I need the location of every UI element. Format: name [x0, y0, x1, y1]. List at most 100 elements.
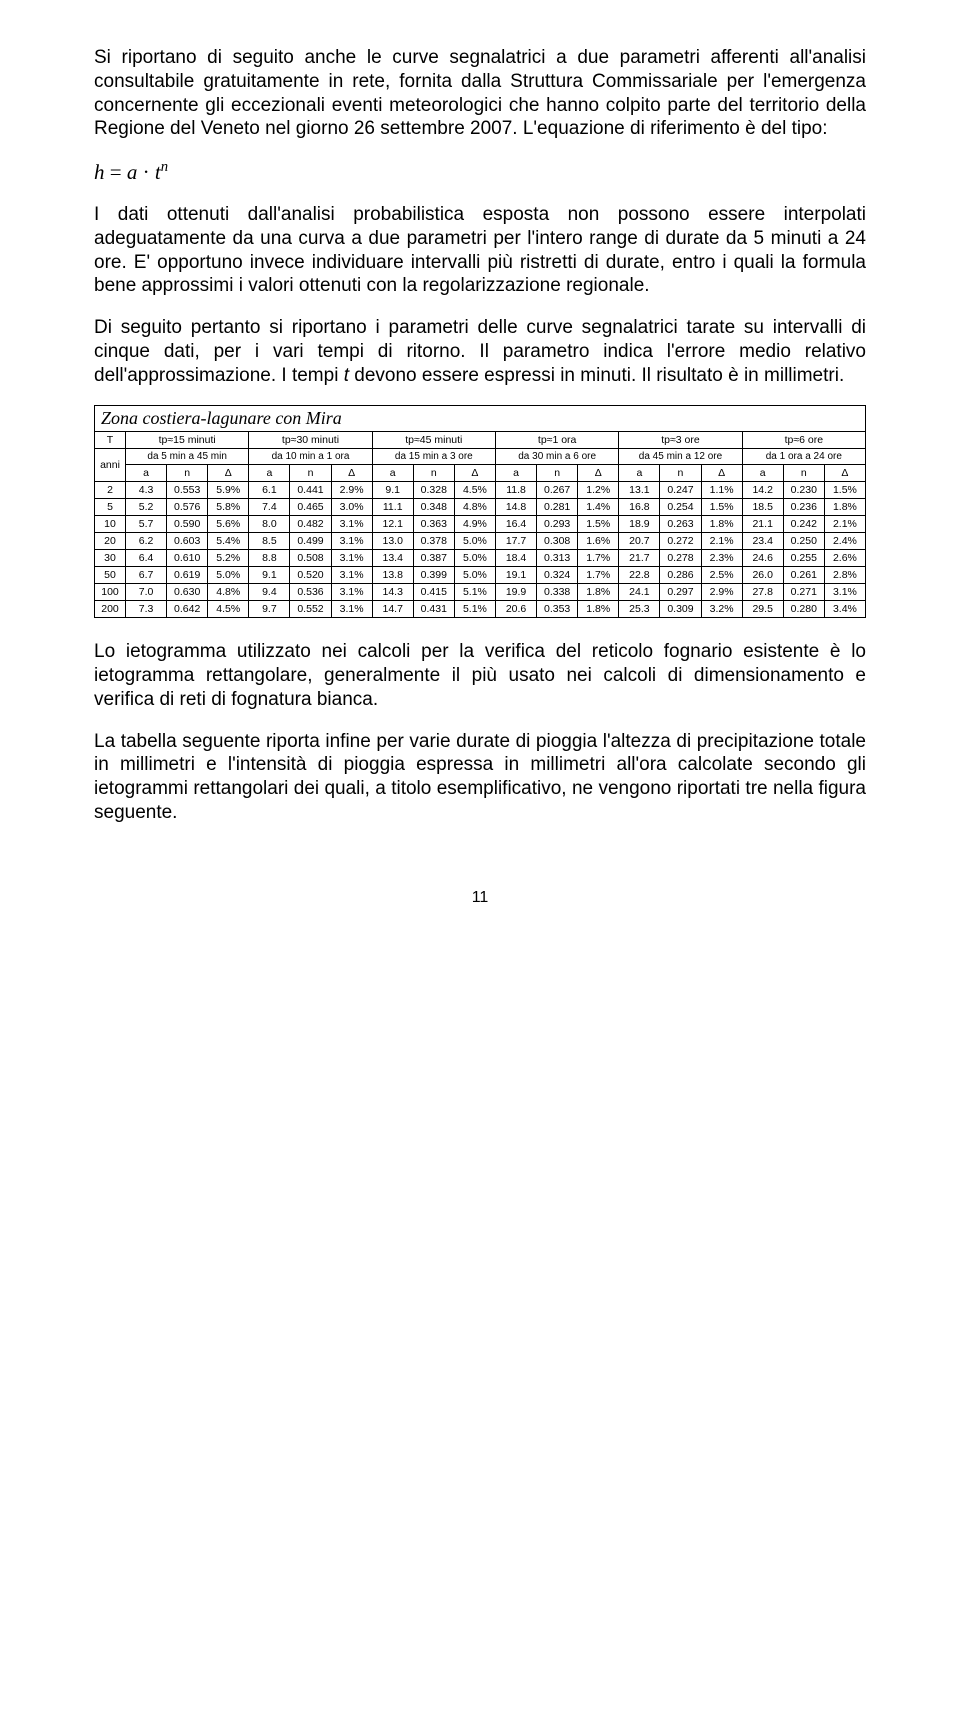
cell-value: 3.1%	[331, 567, 372, 584]
cell-value: 2.6%	[824, 550, 865, 567]
cell-value: 6.7	[126, 567, 167, 584]
cell-value: 13.8	[372, 567, 413, 584]
cell-value: 0.230	[783, 482, 824, 499]
cell-value: 0.255	[783, 550, 824, 567]
sub-col-header: Δ	[208, 465, 249, 482]
paragraph-2: I dati ottenuti dall'analisi probabilist…	[94, 203, 866, 298]
coefficients-table: T tp≈15 minuti tp≈30 minuti tp≈45 minuti…	[94, 431, 866, 618]
sub-col-header: a	[249, 465, 290, 482]
cell-value: 0.286	[660, 567, 701, 584]
cell-value: 4.5%	[208, 601, 249, 618]
cell-T: 5	[95, 499, 126, 516]
cell-value: 0.328	[413, 482, 454, 499]
range-header: da 30 min a 6 ore	[495, 449, 618, 465]
header-row-tp: T tp≈15 minuti tp≈30 minuti tp≈45 minuti…	[95, 432, 866, 449]
equation: h = a · tn	[94, 159, 866, 185]
cell-value: 0.261	[783, 567, 824, 584]
cell-value: 3.1%	[331, 516, 372, 533]
cell-value: 20.7	[619, 533, 660, 550]
sub-col-header: Δ	[824, 465, 865, 482]
header-row-range: anni da 5 min a 45 min da 10 min a 1 ora…	[95, 449, 866, 465]
range-header: da 15 min a 3 ore	[372, 449, 495, 465]
cell-value: 0.441	[290, 482, 331, 499]
cell-value: 0.280	[783, 601, 824, 618]
cell-value: 0.236	[783, 499, 824, 516]
cell-value: 0.309	[660, 601, 701, 618]
cell-value: 26.0	[742, 567, 783, 584]
cell-value: 12.1	[372, 516, 413, 533]
cell-value: 1.5%	[701, 499, 742, 516]
table-row: 2007.30.6424.5%9.70.5523.1%14.70.4315.1%…	[95, 601, 866, 618]
cell-value: 0.520	[290, 567, 331, 584]
p3-d: devono essere espressi in minuti. Il ris…	[349, 365, 844, 386]
cell-value: 5.0%	[208, 567, 249, 584]
cell-value: 2.5%	[701, 567, 742, 584]
cell-value: 1.8%	[824, 499, 865, 516]
cell-value: 9.1	[372, 482, 413, 499]
cell-value: 2.9%	[701, 584, 742, 601]
cell-value: 20.6	[495, 601, 536, 618]
table-title: Zona costiera-lagunare con Mira	[94, 405, 866, 431]
cell-T: 30	[95, 550, 126, 567]
cell-value: 1.1%	[701, 482, 742, 499]
cell-value: 4.8%	[208, 584, 249, 601]
cell-value: 5.1%	[454, 584, 495, 601]
cell-value: 16.8	[619, 499, 660, 516]
cell-value: 11.1	[372, 499, 413, 516]
cell-value: 0.465	[290, 499, 331, 516]
sub-col-header: n	[413, 465, 454, 482]
tp-header: tp≈6 ore	[742, 432, 865, 449]
paragraph-3: Di seguito pertanto si riportano i param…	[94, 316, 866, 387]
cell-value: 0.642	[167, 601, 208, 618]
sub-col-header: a	[742, 465, 783, 482]
cell-value: 7.3	[126, 601, 167, 618]
formula-eq: =	[110, 160, 122, 184]
cell-value: 0.552	[290, 601, 331, 618]
cell-value: 0.431	[413, 601, 454, 618]
cell-value: 3.4%	[824, 601, 865, 618]
cell-value: 18.9	[619, 516, 660, 533]
cell-value: 3.0%	[331, 499, 372, 516]
anni-header: anni	[95, 449, 126, 482]
table-body: 24.30.5535.9%6.10.4412.9%9.10.3284.5%11.…	[95, 482, 866, 618]
cell-T: 200	[95, 601, 126, 618]
cell-value: 1.6%	[578, 533, 619, 550]
cell-value: 5.2	[126, 499, 167, 516]
cell-value: 3.1%	[331, 584, 372, 601]
sub-col-header: n	[783, 465, 824, 482]
cell-value: 0.242	[783, 516, 824, 533]
cell-value: 0.297	[660, 584, 701, 601]
cell-value: 0.247	[660, 482, 701, 499]
cell-T: 100	[95, 584, 126, 601]
cell-value: 0.272	[660, 533, 701, 550]
cell-value: 1.7%	[578, 567, 619, 584]
cell-value: 1.7%	[578, 550, 619, 567]
table-row: 55.20.5765.8%7.40.4653.0%11.10.3484.8%14…	[95, 499, 866, 516]
cell-value: 0.590	[167, 516, 208, 533]
sub-col-header: n	[290, 465, 331, 482]
tp-header: tp≈15 minuti	[126, 432, 249, 449]
cell-value: 0.338	[537, 584, 578, 601]
cell-value: 9.7	[249, 601, 290, 618]
range-header: da 10 min a 1 ora	[249, 449, 372, 465]
cell-value: 3.1%	[331, 601, 372, 618]
cell-value: 5.9%	[208, 482, 249, 499]
cell-value: 5.0%	[454, 567, 495, 584]
cell-value: 2.1%	[824, 516, 865, 533]
cell-value: 0.250	[783, 533, 824, 550]
cell-value: 18.4	[495, 550, 536, 567]
cell-value: 0.348	[413, 499, 454, 516]
cell-value: 0.387	[413, 550, 454, 567]
formula-exp: n	[161, 159, 168, 175]
sub-col-header: a	[495, 465, 536, 482]
cell-value: 1.4%	[578, 499, 619, 516]
cell-value: 0.553	[167, 482, 208, 499]
cell-value: 19.1	[495, 567, 536, 584]
cell-value: 9.4	[249, 584, 290, 601]
cell-value: 2.8%	[824, 567, 865, 584]
paragraph-5: La tabella seguente riporta infine per v…	[94, 730, 866, 825]
cell-value: 19.9	[495, 584, 536, 601]
cell-value: 1.8%	[578, 601, 619, 618]
cell-value: 0.610	[167, 550, 208, 567]
sub-col-header: Δ	[578, 465, 619, 482]
